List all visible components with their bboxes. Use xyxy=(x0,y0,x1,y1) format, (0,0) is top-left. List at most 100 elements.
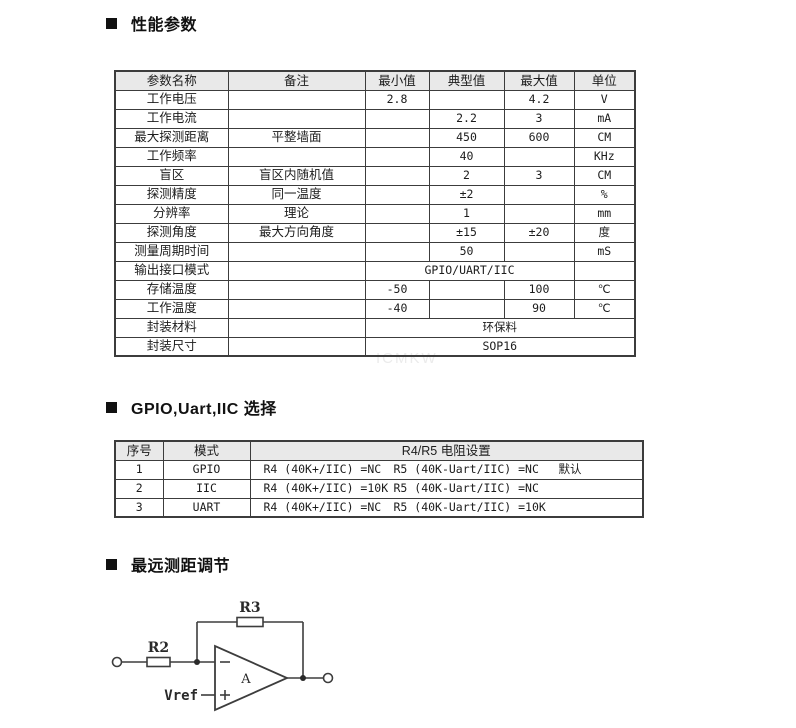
non-inverting-input-icon xyxy=(220,690,230,700)
param-name-cell: 封装材料 xyxy=(114,317,229,338)
perf-table-row: 测量周期时间 50 mS xyxy=(114,241,636,262)
param-max-cell: 4.2 xyxy=(503,89,575,110)
param-name-cell: 输出接口模式 xyxy=(114,260,229,281)
param-typ-cell: 50 xyxy=(428,241,505,262)
section-heading-mode-select: GPIO,Uart,IIC 选择 xyxy=(106,397,277,418)
mode-table-body: 1 GPIO R4 (40K+/IIC) =NC R5 (40K-Uart/IIC) … xyxy=(114,459,644,518)
square-bullet-icon xyxy=(106,17,117,29)
r5-setting: R5 (40K-Uart/IIC) =NC xyxy=(393,461,539,476)
param-merged-value-cell: SOP16 xyxy=(364,336,636,357)
col-header-param-name: 参数名称 xyxy=(114,70,229,91)
param-typ-cell xyxy=(428,279,505,300)
mode-name-cell: IIC xyxy=(162,478,251,499)
mode-name-cell: UART xyxy=(162,497,251,518)
perf-table-row: 封装材料 环保料 xyxy=(114,317,636,338)
perf-table-row: 工作电压 2.8 4.2 V xyxy=(114,89,636,110)
param-typ-cell: ±2 xyxy=(428,184,505,205)
param-max-cell: ±20 xyxy=(503,222,575,243)
param-note-cell xyxy=(227,146,366,167)
perf-header-row: 参数名称 备注 最小值 典型值 最大值 单位 xyxy=(114,70,636,91)
param-note-cell xyxy=(227,89,366,110)
param-min-cell xyxy=(364,127,430,148)
param-unit-cell: mS xyxy=(573,241,636,262)
perf-table-row: 探测精度 同一温度 ±2% xyxy=(114,184,636,205)
param-min-cell xyxy=(364,241,430,262)
col-header-index: 序号 xyxy=(114,440,164,461)
param-note-cell: 盲区内随机值 xyxy=(227,165,366,186)
param-min-cell xyxy=(364,146,430,167)
col-header-resistor: R4/R5 电阻设置 xyxy=(249,440,644,461)
param-note-cell: 最大方向角度 xyxy=(227,222,366,243)
param-max-cell xyxy=(503,146,575,167)
section-title: 最远测距调节 xyxy=(131,558,231,575)
input-terminal-icon xyxy=(111,656,123,668)
amp-label: A xyxy=(240,672,251,687)
r5-setting: R5 (40K-Uart/IIC) =NC xyxy=(393,480,539,495)
param-note-cell xyxy=(227,108,366,129)
opamp-triangle-icon xyxy=(214,644,290,712)
col-header-mode: 模式 xyxy=(162,440,251,461)
perf-table-row: 工作频率 40 KHz xyxy=(114,146,636,167)
col-header-note: 备注 xyxy=(227,70,366,91)
param-name-cell: 存储温度 xyxy=(114,279,229,300)
perf-table-row: 存储温度 -50 100 ℃ xyxy=(114,279,636,300)
perf-table-row: 工作电流 2.2 3 mA xyxy=(114,108,636,129)
param-note-cell: 平整墙面 xyxy=(227,127,366,148)
param-unit-cell: V xyxy=(573,89,636,110)
mode-selection-table: 序号 模式 R4/R5 电阻设置 1 GPIO R4 (40K+/IIC) =NC R… xyxy=(114,440,644,518)
param-min-cell xyxy=(364,184,430,205)
param-name-cell: 工作电压 xyxy=(114,89,229,110)
param-min-cell xyxy=(364,222,430,243)
param-unit-cell: ℃ xyxy=(573,279,636,300)
mode-table-row: 2 IIC R4 (40K+/IIC) =10K R5 (40K-Uart/IIC) … xyxy=(114,478,644,499)
param-max-cell: 90 xyxy=(503,298,575,319)
r4-setting: R4 (40K+/IIC) =NC xyxy=(263,461,382,476)
r3-label: R3 xyxy=(239,600,260,616)
param-merged-value-cell: 环保料 xyxy=(364,317,636,338)
param-min-cell xyxy=(364,165,430,186)
resistor-r3-icon xyxy=(236,616,264,628)
param-name-cell: 探测角度 xyxy=(114,222,229,243)
mode-resistor-cell: R4 (40K+/IIC) =NC R5 (40K-Uart/IIC) =10K xyxy=(249,497,644,518)
col-header-typical: 典型值 xyxy=(428,70,505,91)
output-terminal-icon xyxy=(322,672,334,684)
param-unit-cell: mA xyxy=(573,108,636,129)
mode-index-cell: 1 xyxy=(114,459,164,480)
param-typ-cell xyxy=(428,298,505,319)
r4-setting: R4 (40K+/IIC) =NC xyxy=(263,499,382,514)
junction-dot-icon xyxy=(300,675,306,681)
square-bullet-icon xyxy=(106,558,117,570)
mode-table-row: 3 UART R4 (40K+/IIC) =NC R5 (40K-Uart/IIC) … xyxy=(114,497,644,518)
param-unit-cell: ℃ xyxy=(573,298,636,319)
r5-setting: R5 (40K-Uart/IIC) =10K xyxy=(393,499,546,514)
param-max-cell: 600 xyxy=(503,127,575,148)
param-name-cell: 最大探测距离 xyxy=(114,127,229,148)
param-typ-cell: 2 xyxy=(428,165,505,186)
r4-setting: R4 (40K+/IIC) =10K xyxy=(263,480,389,495)
param-unit-cell: mm xyxy=(573,203,636,224)
param-note-cell xyxy=(227,317,366,338)
section-title: 性能参数 xyxy=(131,17,198,34)
section-title: GPIO,Uart,IIC 选择 xyxy=(131,401,277,418)
param-typ-cell: ±15 xyxy=(428,222,505,243)
default-note: 默认 xyxy=(558,461,582,476)
col-header-max: 最大值 xyxy=(503,70,575,91)
param-unit-cell: 度 xyxy=(573,222,636,243)
param-unit-cell: CM xyxy=(573,127,636,148)
param-unit-cell: % xyxy=(573,184,636,205)
param-typ-cell: 1 xyxy=(428,203,505,224)
param-min-cell: -50 xyxy=(364,279,430,300)
param-min-cell xyxy=(364,108,430,129)
param-max-cell xyxy=(503,241,575,262)
param-min-cell: 2.8 xyxy=(364,89,430,110)
perf-table-row: 封装尺寸 SOP16 xyxy=(114,336,636,357)
param-unit-cell xyxy=(573,260,636,281)
param-min-cell: -40 xyxy=(364,298,430,319)
vref-label: Vref xyxy=(164,688,198,704)
perf-table-row: 探测角度 最大方向角度 ±15 ±20 度 xyxy=(114,222,636,243)
mode-resistor-cell: R4 (40K+/IIC) =10K R5 (40K-Uart/IIC) =NC xyxy=(249,478,644,499)
param-max-cell: 3 xyxy=(503,165,575,186)
mode-index-cell: 3 xyxy=(114,497,164,518)
section-heading-range-adjust: 最远测距调节 xyxy=(106,554,231,575)
